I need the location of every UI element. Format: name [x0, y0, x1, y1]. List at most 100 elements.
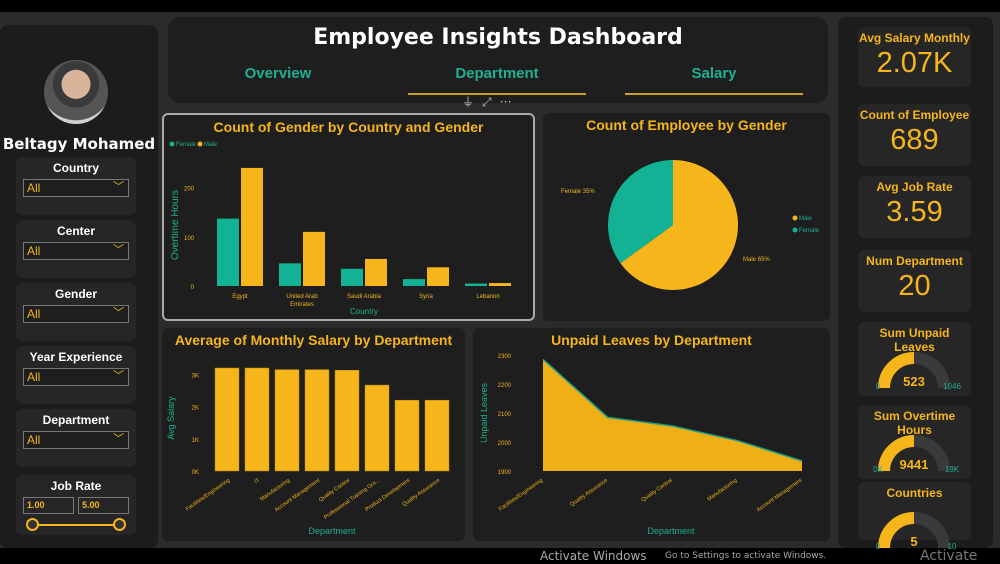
- y-axis-title: Overtime Hours: [170, 190, 181, 260]
- data-label: Male 65%: [743, 257, 770, 263]
- gauge-value: 523: [903, 374, 925, 389]
- y-tick-label: 2K: [192, 406, 199, 412]
- bar: [244, 367, 270, 472]
- y-tick-label: 2300: [498, 354, 512, 360]
- bar: [394, 399, 420, 472]
- dropdown-value: All: [27, 181, 41, 195]
- dropdown[interactable]: All ﹀: [23, 242, 129, 260]
- watermark-subtitle: Go to Settings to activate Windows.: [665, 551, 827, 561]
- slicer-gender: Gender All ﹀: [16, 283, 136, 341]
- page-title: Employee Insights Dashboard: [313, 25, 683, 50]
- tab-department[interactable]: Department: [408, 65, 586, 95]
- dropdown[interactable]: All ﹀: [23, 431, 129, 449]
- bar: [334, 370, 360, 472]
- y-tick-label: 200: [184, 187, 195, 193]
- x-tick-label: IT: [254, 477, 262, 485]
- kpi-card: Avg Job Rate 3.59: [858, 176, 971, 238]
- bar-male: [303, 231, 325, 286]
- min-input[interactable]: 1.00: [23, 497, 74, 514]
- filter-icon[interactable]: ⏚: [462, 95, 483, 109]
- watermark-title: Activate Windows: [540, 549, 647, 563]
- x-tick-label: Quality Control: [640, 478, 673, 504]
- tab-overview[interactable]: Overview: [244, 65, 312, 82]
- bar: [274, 369, 300, 472]
- visual-header-icons: ⏚⤢⋯: [462, 93, 520, 110]
- chart-unpaid-leaves-by-department[interactable]: Unpaid Leaves by Department 1900 2000 2100…: [473, 328, 830, 541]
- chart-title: Unpaid Leaves by Department: [551, 332, 752, 348]
- chevron-down-icon: ﹀: [113, 433, 124, 445]
- gauge-max: 19K: [945, 465, 960, 474]
- focus-mode-icon[interactable]: ⤢: [482, 95, 500, 109]
- bar: [304, 369, 330, 472]
- header: Employee Insights Dashboard Overview Dep…: [168, 17, 828, 103]
- gauge-label: Countries: [886, 486, 943, 500]
- y-tick-label: 0: [191, 285, 195, 291]
- slicer-center: Center All ﹀: [16, 220, 136, 278]
- y-axis-title: Unpaid Leaves: [479, 382, 489, 443]
- chart-salary-by-department[interactable]: Average of Monthly Salary by Department …: [162, 328, 465, 541]
- max-input[interactable]: 5.00: [78, 497, 129, 514]
- x-tick-label: Egypt: [232, 294, 248, 300]
- kpi-label: Num Department: [866, 254, 963, 268]
- kpi-card: Avg Salary Monthly 2.07K: [858, 27, 971, 87]
- bar-male: [241, 167, 263, 286]
- more-options-icon[interactable]: ⋯: [499, 95, 520, 109]
- legend-label: Female: [799, 228, 820, 234]
- kpi-value: 2.07K: [876, 47, 953, 79]
- gauge-min: 0: [876, 382, 881, 391]
- bar-female: [279, 263, 301, 286]
- gauge-label: Sum Overtime Hours: [873, 409, 956, 437]
- chart-title: Count of Gender by Country and Gender: [213, 119, 484, 135]
- x-tick-label: Saudi Arabia: [347, 294, 382, 300]
- slider-min-handle[interactable]: [26, 518, 39, 531]
- dropdown-value: All: [27, 307, 41, 321]
- gauge-value: 5: [910, 534, 917, 549]
- chevron-down-icon: ﹀: [113, 307, 124, 319]
- bar-male: [365, 258, 387, 286]
- chart-gender-by-country[interactable]: Count of Gender by Country and Gender Fe…: [162, 113, 535, 321]
- bar-male: [489, 283, 511, 286]
- chevron-down-icon: ﹀: [113, 370, 124, 382]
- dropdown-value: All: [27, 433, 41, 447]
- range-slider[interactable]: [26, 518, 126, 532]
- gauge-fill: [878, 512, 915, 549]
- y-tick-label: 2100: [498, 412, 512, 418]
- x-axis-title: Department: [308, 526, 356, 536]
- chart-title: Count of Employee by Gender: [586, 117, 787, 133]
- slicer-year-experience: Year Experience All ﹀: [16, 346, 136, 404]
- slicer-job-rate: Job Rate 1.00 5.00: [16, 475, 136, 535]
- x-tick-label: Facilities/Engineering: [185, 478, 231, 513]
- dropdown[interactable]: All ﹀: [23, 179, 129, 197]
- dropdown[interactable]: All ﹀: [23, 368, 129, 386]
- legend-marker: [169, 141, 175, 147]
- bar-female: [465, 283, 487, 286]
- chart-employee-by-gender[interactable]: Count of Employee by Gender Male 65% Fema…: [543, 113, 830, 321]
- bar-female: [217, 218, 239, 286]
- area-line: [542, 358, 803, 462]
- user-name: Beltagy Mohamed: [2, 135, 156, 153]
- gauge-card: Sum Overtime Hours 9441 0K 19K: [858, 405, 971, 479]
- y-tick-label: 2200: [498, 383, 512, 389]
- legend-marker: [792, 215, 798, 221]
- x-tick-label: Account Management: [756, 477, 804, 513]
- gauge-max: 1046: [943, 382, 961, 391]
- bar-female: [341, 268, 363, 286]
- dropdown[interactable]: All ﹀: [23, 305, 129, 323]
- slicer-label: Job Rate: [50, 479, 102, 493]
- x-axis-title: Department: [647, 526, 695, 536]
- gauge-fill: [878, 435, 915, 472]
- x-tick-label: Quality Assurance: [569, 478, 609, 508]
- kpi-value: 3.59: [886, 196, 943, 228]
- x-tick-label: Facilities/Engineering: [498, 478, 544, 513]
- tab-salary[interactable]: Salary: [625, 65, 803, 95]
- avatar: [44, 60, 108, 124]
- gauge-fill: [878, 352, 915, 389]
- slicer-label: Year Experience: [29, 350, 123, 364]
- gauge-max: 10: [948, 542, 957, 551]
- slider-max-handle[interactable]: [113, 518, 126, 531]
- y-axis-title: Avg Salary: [166, 396, 176, 440]
- kpi-label: Count of Employee: [859, 108, 970, 122]
- legend-marker: [197, 141, 203, 147]
- x-tick-label: Professional Training Gro...: [323, 477, 381, 520]
- range-inputs: 1.00 5.00: [23, 497, 129, 514]
